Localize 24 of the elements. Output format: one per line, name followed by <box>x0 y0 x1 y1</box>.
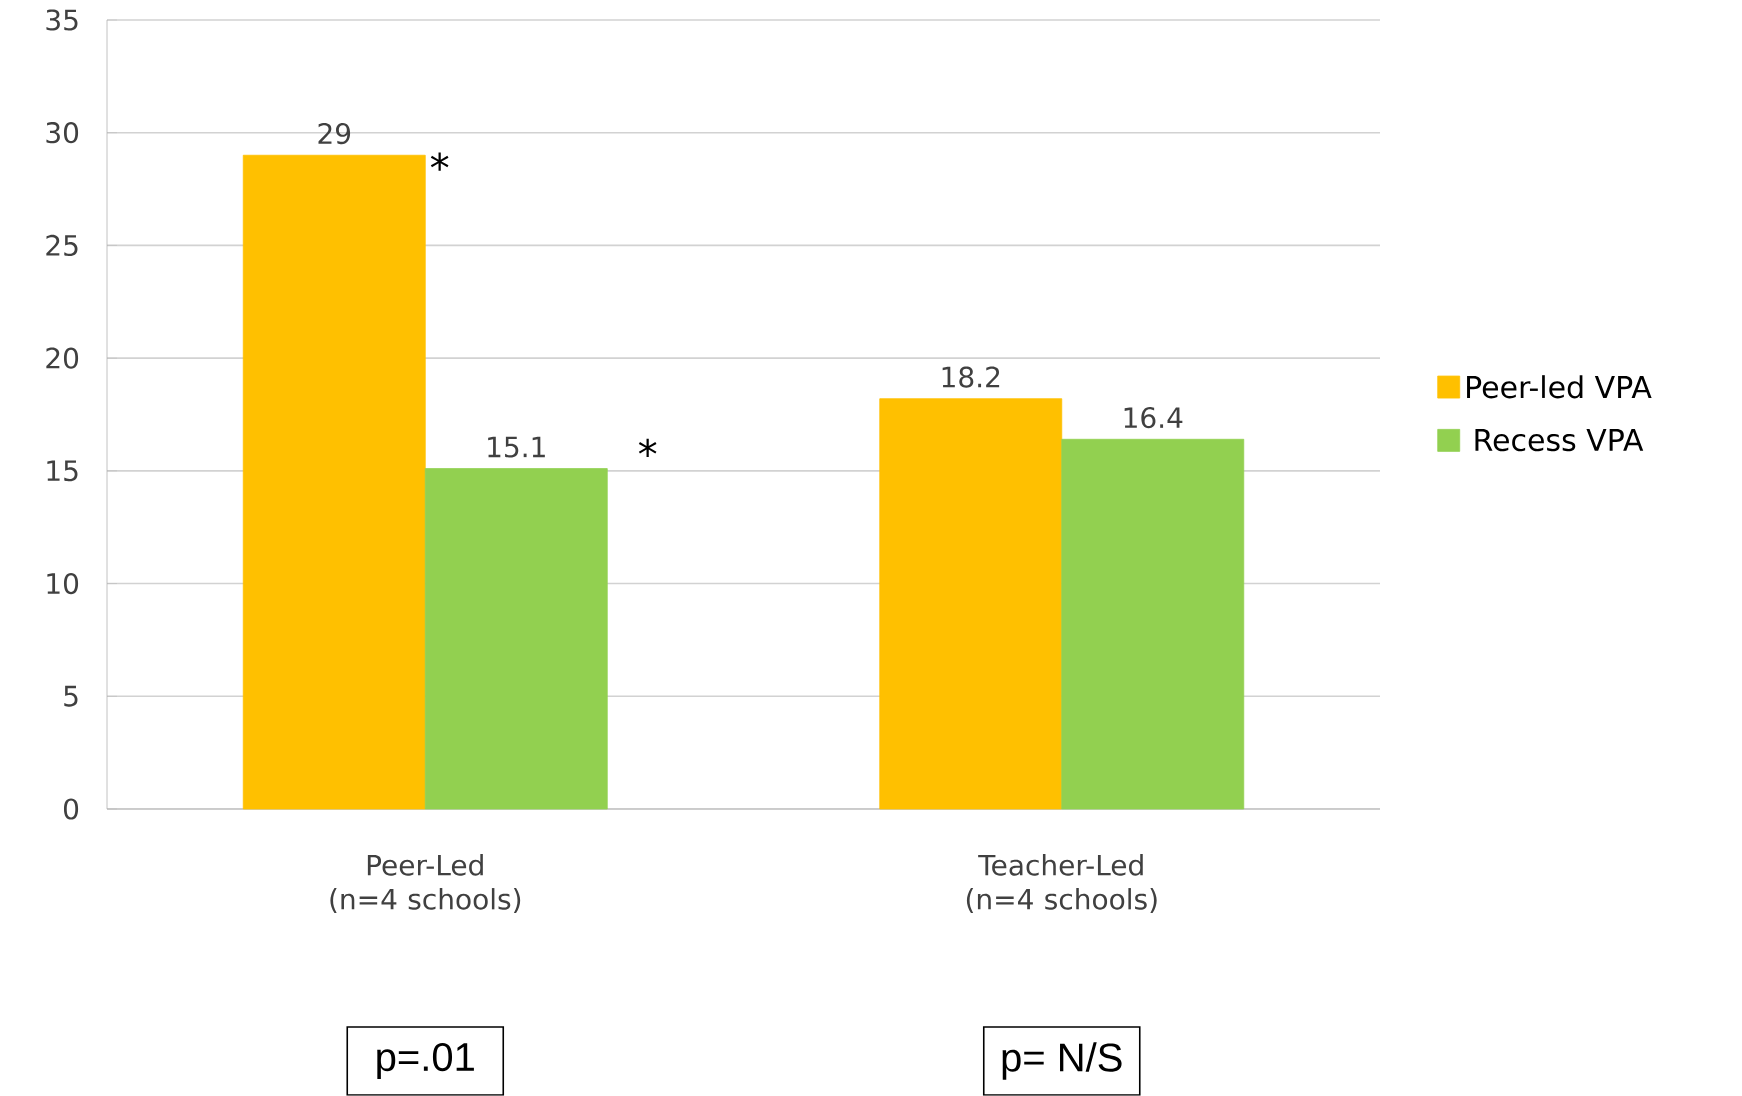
data-label: 18.2 <box>942 366 1000 388</box>
text: p= N/S <box>1002 1042 1122 1080</box>
y-tick-label: 30 <box>46 122 79 144</box>
y-tick-label: 35 <box>46 9 78 31</box>
data-label: 29 <box>318 123 351 145</box>
x-tick-label: Peer-Led (n=4 schools) <box>330 854 521 914</box>
y-tick-label: 0 <box>63 798 79 820</box>
legend-label: Recess VPA <box>1475 429 1644 452</box>
bar <box>424 468 608 810</box>
annotation: * <box>638 438 657 458</box>
data-label: 16.4 <box>1124 407 1183 429</box>
bar <box>879 398 1063 810</box>
text: p=.01 <box>377 1042 474 1080</box>
annotation: * <box>430 152 449 171</box>
y-tick-label: 5 <box>64 685 78 707</box>
x-tick-label: Teacher-Led (n=4 schools) <box>966 854 1157 914</box>
legend-label: Peer-led VPA <box>1467 375 1652 399</box>
bar <box>1061 438 1245 810</box>
y-tick-label: 10 <box>47 573 79 595</box>
y-tick-label: 15 <box>47 460 78 482</box>
y-tick-label: 25 <box>46 234 78 257</box>
bar <box>242 154 426 810</box>
y-tick-label: 20 <box>46 347 79 369</box>
data-label: 15.1 <box>488 436 545 458</box>
